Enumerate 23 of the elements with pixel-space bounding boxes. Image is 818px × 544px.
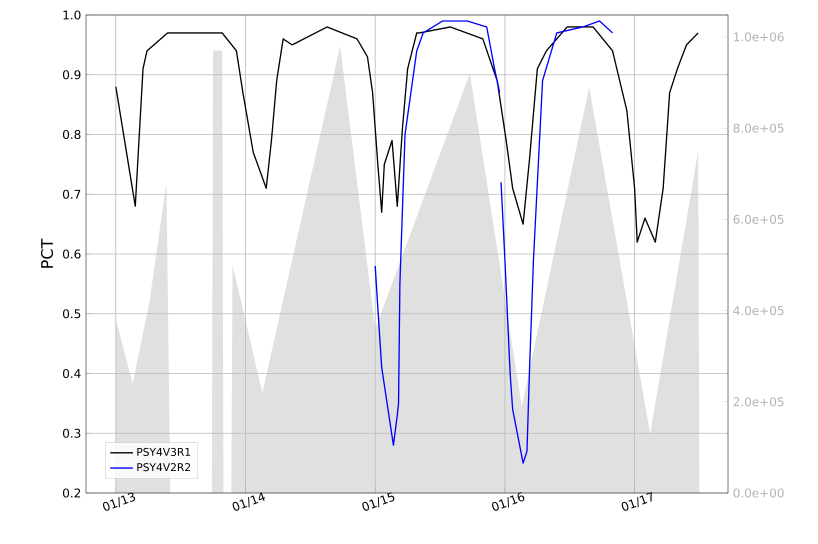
y2-tick-label: 6.0e+05 [734, 214, 784, 224]
x-tick-label: 01/15 [362, 492, 394, 511]
y2-tick-label: 4.0e+05 [733, 306, 784, 316]
y2-tick-label: 0.0e+00 [734, 488, 784, 498]
x-tick-label: 01/14 [232, 492, 266, 511]
y-tick-label: 0.3 [63, 428, 80, 438]
y2-tick-label: 2.0e+05 [734, 397, 784, 406]
y2-tick-label: 8.0e+05 [734, 124, 784, 133]
y-tick-label: 0.6 [63, 249, 81, 259]
y-tick-label: 0.9 [63, 70, 80, 80]
x-tick-label: 01/17 [622, 492, 652, 511]
x-tick-label: 01/13 [102, 492, 136, 511]
y-axis-title: PCT [40, 238, 54, 268]
y-tick-label: 0.5 [63, 309, 80, 318]
y-tick-label: 0.8 [63, 130, 80, 140]
legend-label: PSY4V3R1 [137, 448, 190, 456]
x-tick-label: 01/16 [492, 492, 524, 511]
legend-label: PSY4V2R2 [137, 463, 190, 472]
y-tick-label: 0.2 [63, 488, 80, 498]
y2-tick-label: 1.0e+06 [734, 32, 784, 42]
y-tick-label: 0.7 [63, 190, 80, 199]
y-tick-label: 0.4 [63, 368, 81, 378]
y-tick-label: 1.0 [64, 10, 80, 20]
